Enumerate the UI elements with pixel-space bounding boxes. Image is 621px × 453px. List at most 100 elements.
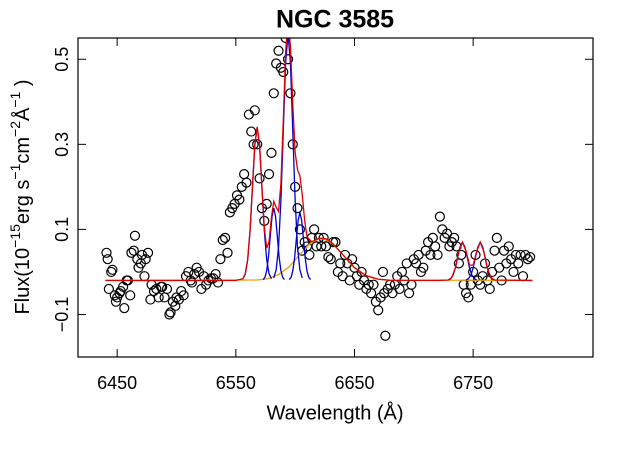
y-tick-label: 0.3 <box>52 132 72 157</box>
data-point <box>394 283 405 295</box>
x-tick-label: 6450 <box>97 373 137 393</box>
data-point <box>373 305 384 316</box>
fit-curve <box>273 38 303 279</box>
data-point <box>246 126 257 137</box>
data-point <box>222 247 233 258</box>
y-label-superscript: −2 <box>7 121 23 137</box>
plot-area <box>101 38 536 341</box>
data-point <box>463 292 474 303</box>
data-point <box>263 169 275 180</box>
y-label-superscript: −1 <box>7 91 23 107</box>
data-point <box>377 266 389 278</box>
data-point <box>278 66 289 78</box>
data-point <box>171 292 182 303</box>
data-point <box>239 169 250 180</box>
data-point <box>503 241 514 252</box>
y-tick-label: 0.5 <box>52 47 72 72</box>
data-point <box>273 45 284 56</box>
data-point <box>212 277 224 288</box>
fit-curve <box>105 38 533 282</box>
data-point <box>285 88 296 99</box>
data-point <box>103 283 114 295</box>
data-point <box>164 309 175 320</box>
data-point <box>110 296 122 307</box>
data-point <box>406 279 417 290</box>
y-tick-label: −0.1 <box>52 297 72 333</box>
data-point <box>153 292 164 303</box>
data-point <box>294 224 306 235</box>
data-point <box>323 251 334 263</box>
x-tick-label: 6550 <box>216 373 256 393</box>
data-point <box>489 245 500 256</box>
data-point <box>119 302 130 314</box>
y-label-superscript: −15 <box>7 224 23 248</box>
y-label-part: ) <box>12 79 34 91</box>
data-point <box>128 245 139 256</box>
x-axis-label: Wavelength (Å) <box>266 401 403 424</box>
data-point <box>107 264 118 275</box>
y-label-superscript: −1 <box>7 163 23 179</box>
data-point <box>280 38 291 44</box>
chart-title: NGC 3585 <box>276 6 394 34</box>
data-point <box>234 194 245 205</box>
data-point <box>266 147 277 158</box>
data-point <box>517 271 529 282</box>
data-point <box>217 234 228 246</box>
data-point <box>114 288 125 299</box>
data-point <box>102 254 113 265</box>
data-point <box>425 249 436 261</box>
data-point <box>249 105 260 116</box>
data-point <box>325 254 336 265</box>
data-point <box>484 283 495 295</box>
data-point <box>189 268 200 280</box>
x-tick-label: 6750 <box>453 373 493 393</box>
data-point <box>282 54 294 65</box>
fit-curve <box>262 207 285 281</box>
data-point <box>368 279 379 290</box>
data-point <box>403 288 415 299</box>
y-label-part: erg s <box>12 180 34 224</box>
data-point <box>254 173 265 184</box>
data-point <box>159 292 170 303</box>
data-point <box>129 230 141 241</box>
data-point <box>522 254 533 265</box>
fit-curve <box>288 212 312 281</box>
data-point <box>241 177 252 188</box>
data-point <box>220 232 231 244</box>
y-tick-label: 0.1 <box>52 217 72 242</box>
data-point <box>126 247 137 258</box>
y-label-part: Flux(10 <box>12 248 34 315</box>
data-point <box>508 266 519 278</box>
plot-frame <box>77 37 594 358</box>
data-point <box>145 294 156 305</box>
data-point <box>178 290 189 301</box>
data-point <box>268 88 279 99</box>
data-point <box>432 249 443 261</box>
y-label-part: cm <box>12 137 34 164</box>
data-point <box>142 247 154 258</box>
data-point <box>106 266 117 278</box>
data-point <box>335 258 346 269</box>
data-point <box>479 258 491 269</box>
data-point <box>513 258 524 269</box>
data-point <box>165 307 176 318</box>
y-label-part: Å <box>11 107 34 121</box>
y-axis-label: Flux(10−15erg s−1cm−2Å−1 ) <box>7 79 35 314</box>
data-point <box>161 283 173 295</box>
data-point <box>456 249 467 261</box>
data-point <box>304 249 315 261</box>
data-point <box>140 254 151 265</box>
data-point <box>292 203 303 214</box>
data-point <box>117 281 129 292</box>
data-point <box>491 232 502 244</box>
fit-curve <box>242 127 273 280</box>
data-point <box>525 251 536 263</box>
data-point <box>157 281 168 292</box>
data-point <box>215 254 226 265</box>
data-point <box>434 211 446 222</box>
x-tick-label: 6650 <box>334 373 374 393</box>
data-point <box>309 224 320 235</box>
data-point <box>418 262 429 273</box>
data-point <box>252 139 263 150</box>
